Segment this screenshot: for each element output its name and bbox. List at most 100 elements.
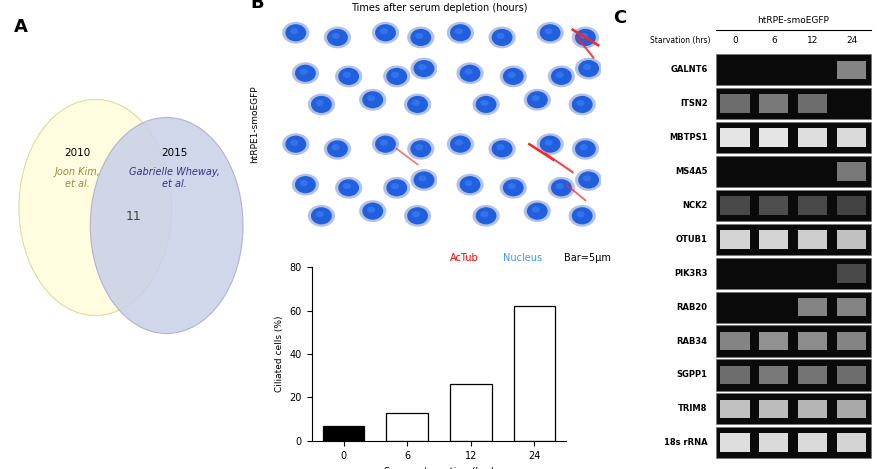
Ellipse shape	[382, 66, 410, 87]
Ellipse shape	[411, 100, 419, 106]
Ellipse shape	[285, 136, 306, 153]
Ellipse shape	[454, 28, 462, 34]
Ellipse shape	[576, 100, 584, 106]
Bar	[715, 393, 870, 424]
X-axis label: Serum starvation (hrs): Serum starvation (hrs)	[383, 466, 494, 469]
Text: GALNT6: GALNT6	[669, 65, 707, 75]
Ellipse shape	[464, 68, 472, 75]
Bar	[759, 332, 788, 350]
Ellipse shape	[335, 66, 362, 87]
Text: RAB20: RAB20	[676, 303, 707, 312]
Ellipse shape	[571, 207, 592, 224]
Ellipse shape	[382, 177, 410, 199]
Ellipse shape	[282, 22, 309, 44]
Ellipse shape	[324, 138, 351, 160]
Ellipse shape	[475, 207, 496, 224]
Ellipse shape	[571, 27, 598, 48]
Text: 6: 6	[770, 36, 776, 45]
Bar	[836, 61, 865, 79]
Ellipse shape	[338, 179, 359, 197]
Ellipse shape	[571, 96, 592, 113]
Bar	[759, 400, 788, 418]
Bar	[720, 196, 749, 215]
Bar	[759, 230, 788, 249]
Bar	[759, 94, 788, 113]
Ellipse shape	[459, 176, 480, 193]
Bar	[720, 230, 749, 249]
Bar	[759, 196, 788, 215]
Ellipse shape	[291, 174, 318, 196]
Ellipse shape	[310, 207, 332, 224]
Ellipse shape	[324, 27, 351, 48]
Ellipse shape	[574, 58, 602, 80]
Text: Starvation (hrs): Starvation (hrs)	[649, 36, 709, 45]
Ellipse shape	[310, 96, 332, 113]
Ellipse shape	[407, 27, 434, 48]
Ellipse shape	[380, 28, 388, 34]
Bar	[720, 366, 749, 384]
Bar	[715, 122, 870, 153]
Ellipse shape	[579, 33, 587, 39]
Ellipse shape	[335, 177, 362, 199]
Bar	[759, 366, 788, 384]
Text: 2015: 2015	[160, 148, 188, 158]
Ellipse shape	[390, 183, 399, 189]
Ellipse shape	[410, 29, 431, 46]
Ellipse shape	[551, 179, 571, 197]
Bar	[836, 298, 865, 317]
Text: 6: 6	[446, 14, 453, 24]
Bar	[759, 129, 788, 147]
Ellipse shape	[496, 144, 504, 151]
Ellipse shape	[403, 93, 431, 115]
Text: 24: 24	[446, 125, 460, 135]
Ellipse shape	[571, 138, 598, 160]
Text: htRPE-smoEGFP: htRPE-smoEGFP	[757, 16, 828, 25]
Text: AcTub: AcTub	[450, 253, 478, 263]
Ellipse shape	[450, 24, 470, 41]
Bar	[836, 332, 865, 350]
Text: 0: 0	[731, 36, 737, 45]
Text: PIK3R3: PIK3R3	[674, 269, 707, 278]
Bar	[450, 385, 491, 441]
Ellipse shape	[555, 72, 563, 78]
Text: MBTPS1: MBTPS1	[668, 133, 707, 142]
Text: ITSN2: ITSN2	[679, 99, 707, 108]
Ellipse shape	[372, 22, 399, 44]
Bar	[797, 94, 826, 113]
Ellipse shape	[568, 93, 595, 115]
Ellipse shape	[507, 72, 515, 78]
Ellipse shape	[407, 207, 427, 224]
Ellipse shape	[367, 206, 374, 213]
Ellipse shape	[410, 140, 431, 158]
Text: Nucleus: Nucleus	[502, 253, 541, 263]
Ellipse shape	[291, 62, 318, 84]
Ellipse shape	[526, 91, 547, 108]
Ellipse shape	[343, 183, 351, 189]
Text: 18s rRNA: 18s rRNA	[663, 438, 707, 447]
Ellipse shape	[299, 68, 308, 75]
Ellipse shape	[496, 33, 504, 39]
Ellipse shape	[290, 28, 298, 34]
Text: B: B	[250, 0, 264, 12]
Ellipse shape	[472, 205, 499, 227]
Bar	[715, 359, 870, 391]
Ellipse shape	[338, 68, 359, 85]
Ellipse shape	[551, 68, 571, 85]
Ellipse shape	[386, 68, 407, 85]
Ellipse shape	[464, 180, 472, 186]
Text: Gabrielle Wheway,
et al.: Gabrielle Wheway, et al.	[129, 167, 219, 189]
Ellipse shape	[544, 139, 552, 146]
Ellipse shape	[413, 171, 434, 189]
Ellipse shape	[290, 139, 298, 146]
Ellipse shape	[446, 133, 474, 155]
Bar	[720, 400, 749, 418]
Bar	[720, 129, 749, 147]
Ellipse shape	[499, 66, 526, 87]
Ellipse shape	[374, 24, 396, 41]
Ellipse shape	[480, 100, 488, 106]
Bar	[836, 433, 865, 452]
Text: 2010: 2010	[64, 148, 90, 158]
Ellipse shape	[503, 68, 523, 85]
Bar	[836, 162, 865, 181]
Ellipse shape	[285, 24, 306, 41]
